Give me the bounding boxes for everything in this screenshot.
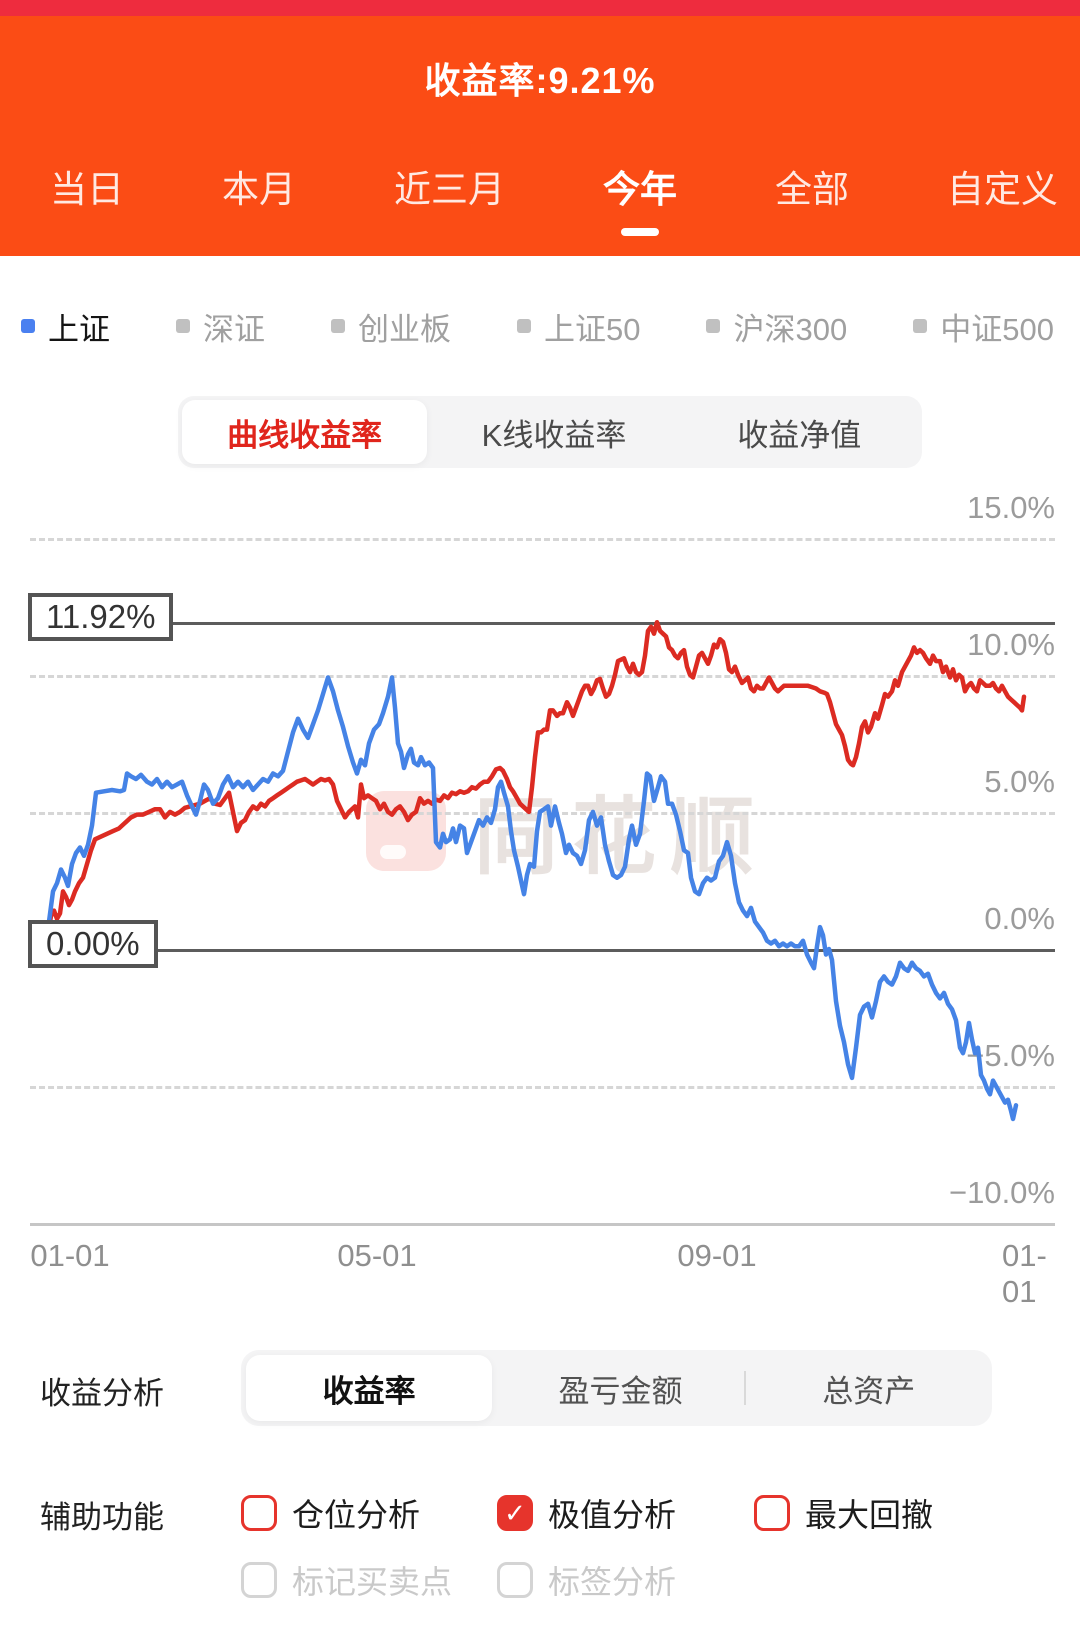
aux-checkbox-标记买卖点[interactable]: 标记买卖点	[241, 1557, 452, 1603]
aux-checkbox-label: 极值分析	[548, 1497, 677, 1533]
legend-swatch-icon	[331, 319, 345, 333]
legend-item-上证50[interactable]: 上证50	[517, 304, 640, 349]
time-range-tabs: 当日 本月 近三月 今年 全部 自定义	[0, 168, 1080, 236]
chart-type-tab-收益净值[interactable]: 收益净值	[737, 417, 862, 453]
aux-checkbox-label: 标签分析	[548, 1564, 677, 1600]
watermark-logo-icon	[366, 790, 446, 871]
y-axis-label: 15.0%	[967, 489, 1055, 525]
y-axis-label: 5.0%	[984, 763, 1055, 799]
gridline-−5.0%	[30, 1086, 1055, 1090]
max-value-badge: 11.92%	[28, 593, 174, 642]
active-tab-underline	[793, 228, 831, 236]
active-tab-underline	[621, 228, 659, 236]
time-tab-label: 自定义	[947, 169, 1058, 210]
analysis-tabs: 收益率 盈亏金额 总资产	[241, 1350, 992, 1426]
x-axis-label: 01-01	[1002, 1238, 1047, 1309]
analysis-tab-收益率[interactable]: 收益率	[246, 1355, 493, 1421]
aux-checkbox-label: 标记买卖点	[292, 1564, 453, 1600]
legend-label: 上证	[48, 311, 110, 347]
checkbox-icon	[241, 1562, 277, 1598]
active-tab-underline	[240, 228, 278, 236]
aux-checkbox-仓位分析[interactable]: 仓位分析	[241, 1490, 420, 1536]
legend-label: 上证50	[544, 311, 641, 347]
time-tab-全部[interactable]: 全部	[775, 168, 849, 236]
legend-item-深证[interactable]: 深证	[176, 304, 265, 349]
time-tab-自定义[interactable]: 自定义	[947, 168, 1058, 236]
zero-value-badge: 0.00%	[28, 920, 158, 968]
legend-label: 沪深300	[733, 311, 848, 347]
index-legend: 上证 深证 创业板 上证50 沪深300 中证500	[0, 303, 1080, 349]
y-axis-label: 10.0%	[967, 626, 1055, 662]
aux-checkbox-极值分析[interactable]: ✓ 极值分析	[497, 1490, 676, 1536]
x-axis-label: 05-01	[337, 1238, 417, 1273]
max-extreme-line	[30, 622, 1055, 626]
legend-swatch-icon	[176, 319, 190, 333]
active-tab-underline	[68, 228, 106, 236]
checkbox-icon	[754, 1495, 790, 1531]
chart-type-tabs: 曲线收益率 K线收益率 收益净值	[178, 396, 922, 468]
legend-item-上证[interactable]: 上证	[21, 304, 110, 349]
gridline-10.0%	[30, 674, 1055, 678]
y-axis-label: −10.0%	[948, 1175, 1055, 1211]
time-tab-近三月[interactable]: 近三月	[394, 168, 505, 236]
x-axis-label: 09-01	[677, 1238, 757, 1273]
legend-label: 中证500	[940, 311, 1054, 347]
analysis-tab-总资产[interactable]: 总资产	[822, 1373, 916, 1409]
legend-item-创业板[interactable]: 创业板	[331, 304, 451, 349]
page-title: 收益率:9.21%	[424, 60, 656, 101]
time-tab-label: 全部	[775, 169, 849, 210]
time-tab-今年[interactable]: 今年	[603, 168, 677, 236]
chart-type-tab-曲线收益率[interactable]: 曲线收益率	[182, 400, 428, 464]
x-axis-label: 01-01	[30, 1238, 110, 1273]
checkbox-icon	[497, 1562, 533, 1598]
time-tab-label: 近三月	[394, 169, 505, 210]
legend-label: 创业板	[358, 311, 451, 347]
time-tab-label: 当日	[50, 169, 124, 210]
gridline-5.0%	[30, 811, 1055, 815]
active-tab-underline	[431, 228, 469, 236]
series-line-上证	[42, 675, 1019, 1122]
gridline-0.0%	[30, 949, 1055, 952]
y-axis-label: 0.0%	[984, 901, 1055, 936]
time-tab-本月[interactable]: 本月	[222, 168, 296, 236]
chart-type-tab-K线收益率[interactable]: K线收益率	[481, 417, 627, 453]
legend-item-沪深300[interactable]: 沪深300	[706, 304, 847, 349]
legend-label: 深证	[203, 311, 265, 347]
watermark-text: 同花顺	[474, 790, 769, 884]
legend-swatch-icon	[21, 319, 35, 333]
gridline-15.0%	[30, 537, 1055, 541]
segment-divider	[743, 1371, 746, 1405]
analysis-tab-盈亏金额[interactable]: 盈亏金额	[558, 1373, 683, 1409]
checkbox-checked-icon: ✓	[497, 1495, 533, 1531]
analysis-section-label: 收益分析	[40, 1376, 164, 1411]
aux-checkbox-标签分析[interactable]: 标签分析	[497, 1557, 676, 1603]
time-tab-label: 本月	[222, 169, 296, 210]
gridline-−10.0%	[30, 1223, 1055, 1227]
watermark: 同花顺	[366, 770, 768, 891]
checkbox-icon	[241, 1495, 277, 1531]
active-tab-underline	[984, 228, 1022, 236]
legend-item-中证500[interactable]: 中证500	[913, 304, 1054, 349]
status-bar	[0, 0, 1080, 16]
legend-swatch-icon	[517, 319, 531, 333]
aux-section-label: 辅助功能	[40, 1500, 164, 1535]
y-axis-label: −5.0%	[966, 1038, 1055, 1074]
legend-swatch-icon	[706, 319, 721, 333]
time-tab-当日[interactable]: 当日	[50, 168, 124, 236]
aux-checkbox-最大回撤[interactable]: 最大回撤	[754, 1490, 933, 1536]
legend-swatch-icon	[913, 319, 928, 333]
aux-checkbox-label: 仓位分析	[292, 1497, 421, 1533]
time-tab-label: 今年	[603, 169, 677, 210]
aux-checkbox-label: 最大回撤	[805, 1497, 934, 1533]
header: 收益率:9.21% 当日 本月 近三月 今年 全部 自定义	[0, 16, 1080, 256]
